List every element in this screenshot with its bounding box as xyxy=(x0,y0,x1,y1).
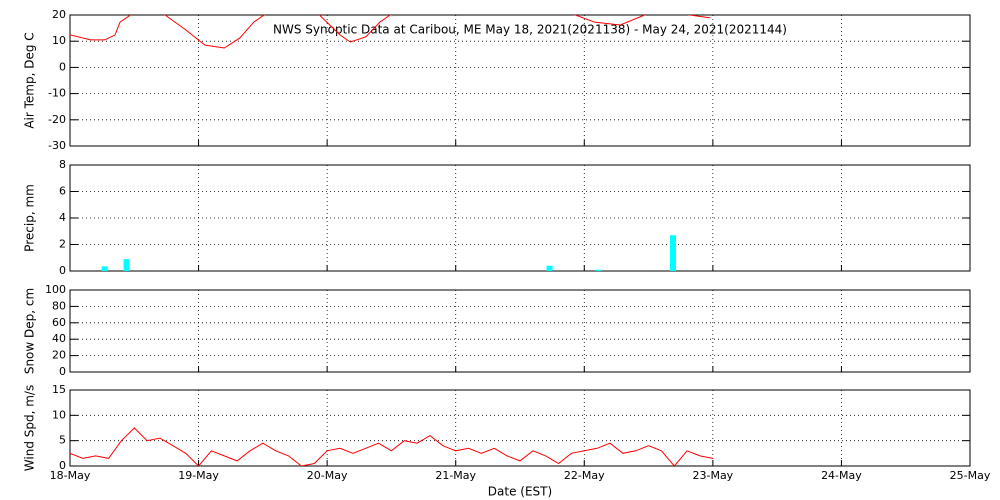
y-tick-label: -30 xyxy=(48,139,66,152)
data-line xyxy=(70,15,711,49)
y-tick-label: 100 xyxy=(45,283,66,296)
y-tick-label: 60 xyxy=(52,316,66,329)
x-tick-label: 20-May xyxy=(307,469,348,482)
plot-frame xyxy=(69,389,971,467)
y-tick-label: -10 xyxy=(48,87,66,100)
x-tick-label: 22-May xyxy=(564,469,605,482)
x-tick-label: 23-May xyxy=(692,469,733,482)
y-tick-label: 0 xyxy=(59,264,66,277)
bar xyxy=(595,269,602,271)
plot-frame xyxy=(69,14,971,147)
y-axis-label: Precip, mm xyxy=(23,184,37,252)
y-tick-label: 80 xyxy=(52,299,66,312)
y-tick-label: 0 xyxy=(59,60,66,73)
y-tick-label: 0 xyxy=(59,459,66,472)
y-tick-label: 8 xyxy=(59,158,66,171)
y-tick-label: 2 xyxy=(59,238,66,251)
bar xyxy=(670,235,676,271)
y-tick-label: 20 xyxy=(52,349,66,362)
bar xyxy=(101,266,108,271)
bar xyxy=(546,265,553,271)
y-tick-label: 20 xyxy=(52,8,66,21)
y-tick-label: 40 xyxy=(52,332,66,345)
plot-frame xyxy=(69,164,971,272)
x-tick-label: 21-May xyxy=(435,469,476,482)
x-tick-label: 18-May xyxy=(50,469,91,482)
y-tick-label: -20 xyxy=(48,113,66,126)
y-tick-label: 10 xyxy=(52,34,66,47)
y-tick-label: 5 xyxy=(59,434,66,447)
y-axis-label: Wind Spd, m/s xyxy=(23,385,37,471)
y-tick-label: 0 xyxy=(59,365,66,378)
data-line xyxy=(70,427,713,466)
x-axis-label: Date (EST) xyxy=(488,485,552,499)
bar xyxy=(123,259,130,271)
y-tick-label: 4 xyxy=(59,211,66,224)
y-axis-label: Air Temp, Deg C xyxy=(23,32,37,128)
y-tick-label: 15 xyxy=(52,383,66,396)
x-tick-label: 25-May xyxy=(950,469,991,482)
y-tick-label: 6 xyxy=(59,185,66,198)
chart-title: NWS Synoptic Data at Caribou, ME May 18,… xyxy=(273,23,787,37)
y-tick-label: 10 xyxy=(52,408,66,421)
plot-frame xyxy=(69,289,971,373)
x-tick-label: 24-May xyxy=(821,469,862,482)
y-axis-label: Snow Dep, cm xyxy=(23,288,37,374)
x-tick-label: 19-May xyxy=(178,469,219,482)
